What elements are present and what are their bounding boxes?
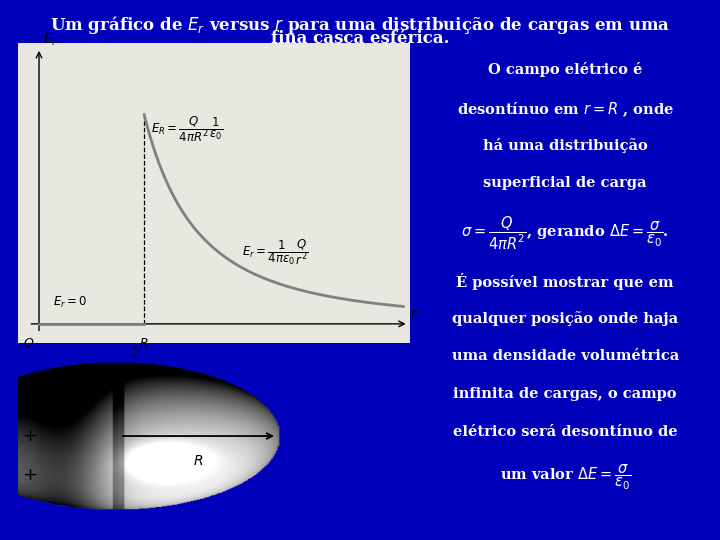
Text: superficial de carga: superficial de carga [483,177,647,190]
Text: há uma distribuição: há uma distribuição [483,138,647,153]
Text: $E_r = 0$: $E_r = 0$ [53,295,87,310]
Text: $r$: $r$ [410,307,419,321]
Text: +: + [22,465,37,484]
Text: uma densidade volumétrica: uma densidade volumétrica [451,349,679,363]
Text: +: + [22,427,37,445]
Text: $E_R = \dfrac{Q}{4\pi R^2}\dfrac{1}{\varepsilon_0}$: $E_R = \dfrac{Q}{4\pi R^2}\dfrac{1}{\var… [151,114,224,144]
Text: $O$: $O$ [23,337,34,350]
Text: qualquer posição onde haja: qualquer posição onde haja [452,311,678,326]
Text: É possível mostrar que em: É possível mostrar que em [456,273,674,289]
Text: um valor $\Delta E = \dfrac{\sigma}{\varepsilon_0}$: um valor $\Delta E = \dfrac{\sigma}{\var… [500,463,631,492]
Text: Um gráfico de $E_r$ versus $r$ para uma distribuição de cargas em uma: Um gráfico de $E_r$ versus $r$ para uma … [50,14,670,36]
Text: $\sigma = \dfrac{Q}{4\pi R^2}$, gerando $\Delta E = \dfrac{\sigma}{\varepsilon_0: $\sigma = \dfrac{Q}{4\pi R^2}$, gerando … [462,214,669,252]
Text: $R$: $R$ [140,337,149,350]
Text: $E_r = \dfrac{1}{4\pi\varepsilon_0}\dfrac{Q}{r^2}$: $E_r = \dfrac{1}{4\pi\varepsilon_0}\dfra… [242,238,309,267]
Text: $R$: $R$ [194,454,204,468]
Text: infinita de cargas, o campo: infinita de cargas, o campo [454,387,677,401]
Text: O campo elétrico é: O campo elétrico é [488,62,642,77]
Text: +: + [22,388,37,407]
Text: $E_r$: $E_r$ [42,31,58,48]
Text: fina casca esférica.: fina casca esférica. [271,30,449,46]
Text: desontínuo em $r = R$ , onde: desontínuo em $r = R$ , onde [456,100,674,119]
Text: elétrico será desontínuo de: elétrico será desontínuo de [453,425,678,439]
